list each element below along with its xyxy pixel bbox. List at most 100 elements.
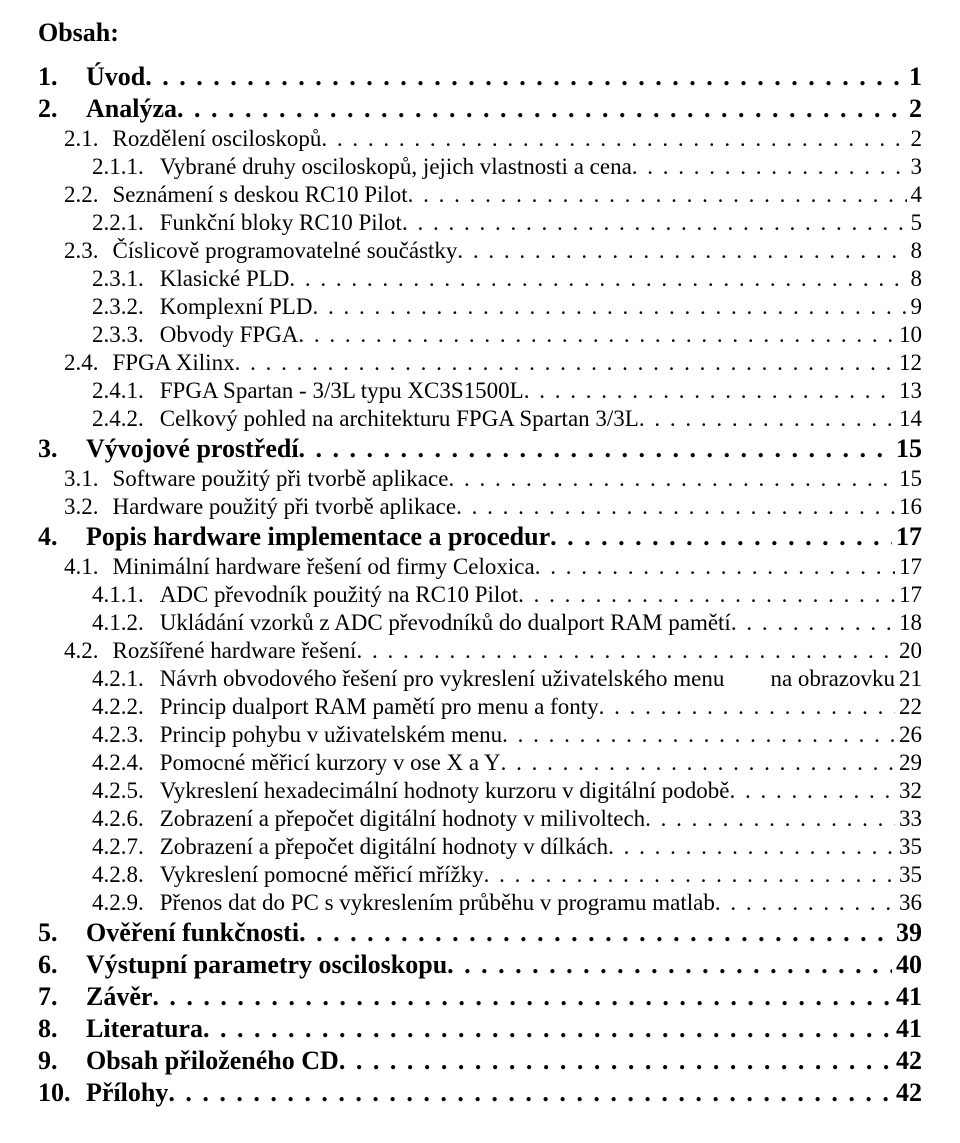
- toc-entry-title: Ukládání vzorků z ADC převodníků do dual…: [160, 610, 731, 636]
- toc-heading: Obsah:: [38, 18, 922, 48]
- toc-entry-number: 10.: [38, 1078, 86, 1108]
- toc-entry: 3.1.Software použitý při tvorbě aplikace…: [38, 466, 922, 492]
- toc-entry-page: 41: [892, 982, 922, 1012]
- toc-entry-page: 29: [895, 750, 922, 776]
- toc-entry-number: 6.: [38, 950, 86, 980]
- toc-entry-leader: [447, 950, 892, 980]
- toc-entry-leader: [501, 750, 895, 776]
- toc-entry-title: Zobrazení a přepočet digitální hodnoty v…: [160, 806, 645, 832]
- toc-entry-title: Vybrané druhy osciloskopů, jejich vlastn…: [160, 154, 632, 180]
- toc-entry-number: 3.: [38, 434, 86, 464]
- toc-entry-page: 33: [895, 806, 922, 832]
- toc-entry-page: 10: [895, 322, 922, 348]
- toc-entry-page: 15: [895, 466, 922, 492]
- toc-entry-leader: [312, 294, 906, 320]
- toc-entry-page: 36: [895, 890, 922, 916]
- toc-entry-leader: [639, 406, 895, 432]
- toc-entry-number: 2.4.: [64, 350, 113, 376]
- toc-entry-leader: [152, 982, 892, 1012]
- toc-entry-number: 9.: [38, 1046, 86, 1076]
- toc-entry-title: Vývojové prostředí: [86, 434, 299, 464]
- toc-entry: 5.Ověření funkčnosti39: [38, 918, 922, 948]
- toc-entry-number: 4.2.4.: [92, 750, 160, 776]
- toc-entry-number: 2.3.2.: [92, 294, 160, 320]
- toc-entry-title: Ověření funkčnosti: [86, 918, 299, 948]
- toc-entry-leader: [145, 62, 905, 92]
- toc-entry-title: Číslicově programovatelné součástky: [113, 238, 458, 264]
- toc-entry-number: 4.1.: [64, 554, 113, 580]
- toc-entry-leader: [550, 522, 892, 552]
- toc-entry-page: 15: [892, 434, 922, 464]
- toc-entry-page: 32: [895, 778, 922, 804]
- toc-entry: 4.2.2.Princip dualport RAM pamětí pro me…: [38, 694, 922, 720]
- toc-entry-leader: [731, 610, 895, 636]
- toc-entry: 1.Úvod1: [38, 62, 922, 92]
- toc-entry: 4.Popis hardware implementace a procedur…: [38, 522, 922, 552]
- toc-entry-number: 2.2.1.: [92, 210, 160, 236]
- toc-entry-page: 4: [907, 182, 923, 208]
- toc-entry-leader: [177, 94, 905, 124]
- toc-entry-title: Přenos dat do PC s vykreslením průběhu v…: [160, 890, 715, 916]
- toc-entry-leader: [608, 834, 895, 860]
- toc-entry-page: 1: [905, 62, 922, 92]
- toc-entry-leader: [339, 1046, 892, 1076]
- toc-entry-page: 2: [905, 94, 922, 124]
- toc-entry-page: 13: [895, 378, 922, 404]
- toc-entry: 2.2.1.Funkční bloky RC10 Pilot5: [38, 210, 922, 236]
- toc-entry-title: Princip dualport RAM pamětí pro menu a f…: [160, 694, 599, 720]
- toc-entry-title: Vykreslení pomocné měřicí mřížky: [160, 862, 484, 888]
- toc-entry-page: 39: [892, 918, 922, 948]
- toc-entry-number: 4.1.2.: [92, 610, 160, 636]
- toc-entry: 3.Vývojové prostředí 15: [38, 434, 922, 464]
- toc-entry-title: Klasické PLD: [160, 266, 290, 292]
- toc-entry-tail: na obrazovku: [770, 666, 895, 692]
- toc-list: 1.Úvod12.Analýza22.1.Rozdělení oscilosko…: [38, 62, 922, 1108]
- toc-entry-leader: [457, 238, 906, 264]
- toc-entry-leader: [535, 554, 895, 580]
- toc-entry-leader: [599, 694, 895, 720]
- toc-entry-number: 4.2.1.: [92, 666, 160, 692]
- toc-entry: 4.2.9.Přenos dat do PC s vykreslením prů…: [38, 890, 922, 916]
- toc-entry-number: 4.2.2.: [92, 694, 160, 720]
- toc-entry: 6.Výstupní parametry osciloskopu40: [38, 950, 922, 980]
- toc-entry: 9.Obsah přiloženého CD42: [38, 1046, 922, 1076]
- toc-entry-number: 2.4.2.: [92, 406, 160, 432]
- toc-entry-page: 2: [907, 126, 923, 152]
- toc-entry-number: 2.4.1.: [92, 378, 160, 404]
- toc-entry-leader: [645, 806, 895, 832]
- toc-entry: 2.4.FPGA Xilinx 12: [38, 350, 922, 376]
- toc-entry-number: 4.: [38, 522, 86, 552]
- toc-entry-page: 8: [907, 266, 923, 292]
- toc-entry-number: 2.3.1.: [92, 266, 160, 292]
- toc-entry-leader: [321, 126, 906, 152]
- toc-entry-title: Seznámení s deskou RC10 Pilot: [113, 182, 408, 208]
- toc-entry-leader: [456, 494, 895, 520]
- toc-entry-leader: [356, 638, 895, 664]
- toc-entry-leader: [299, 434, 892, 464]
- toc-entry-page: 16: [895, 494, 922, 520]
- toc-entry-page: 26: [895, 722, 922, 748]
- toc-entry-title: Minimální hardware řešení od firmy Celox…: [113, 554, 535, 580]
- toc-entry-number: 2.2.: [64, 182, 113, 208]
- toc-entry-page: 20: [895, 638, 922, 664]
- toc-entry: 2.Analýza2: [38, 94, 922, 124]
- toc-entry-title: Software použitý při tvorbě aplikace: [113, 466, 449, 492]
- toc-entry-page: 12: [895, 350, 922, 376]
- toc-entry-leader: [632, 154, 907, 180]
- toc-entry: 2.1.1.Vybrané druhy osciloskopů, jejich …: [38, 154, 922, 180]
- toc-entry-page: 42: [892, 1078, 922, 1108]
- toc-entry-number: 3.2.: [64, 494, 113, 520]
- toc-entry: 4.2.1.Návrh obvodového řešení pro vykres…: [38, 666, 922, 692]
- toc-entry-leader: [502, 722, 895, 748]
- toc-entry-title: Rozšířené hardware řešení: [113, 638, 357, 664]
- toc-entry-page: 35: [895, 834, 922, 860]
- toc-entry-title: Analýza: [86, 94, 177, 124]
- toc-entry-title: Výstupní parametry osciloskopu: [86, 950, 447, 980]
- toc-entry: 4.1.2.Ukládání vzorků z ADC převodníků d…: [38, 610, 922, 636]
- toc-entry-title: FPGA Xilinx: [113, 350, 235, 376]
- toc-entry-page: 41: [892, 1014, 922, 1044]
- toc-entry-title: Úvod: [86, 62, 145, 92]
- toc-entry: 2.3.3.Obvody FPGA10: [38, 322, 922, 348]
- toc-entry-page: 8: [907, 238, 923, 264]
- toc-entry-title: Pomocné měřicí kurzory v ose X a Y: [160, 750, 501, 776]
